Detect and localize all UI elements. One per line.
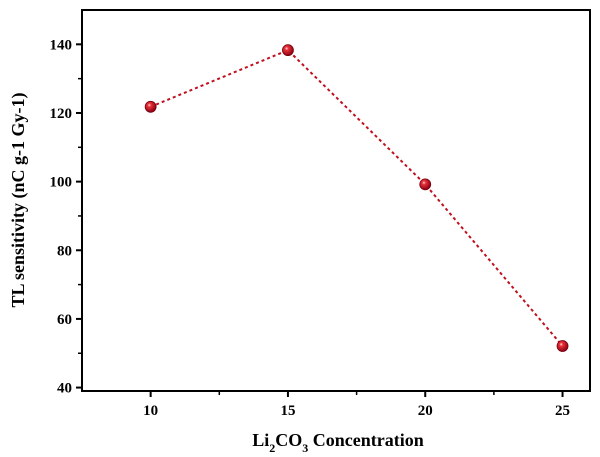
y-tick-label: 140 (50, 37, 73, 53)
plot-frame (81, 9, 591, 392)
y-tick-label: 40 (57, 381, 72, 397)
series-line (150, 48, 564, 347)
y-tick-label: 60 (57, 312, 72, 328)
data-point (282, 44, 294, 57)
x-axis-title-part: CO (275, 430, 302, 450)
x-tick-label: 25 (555, 403, 570, 419)
x-axis-title-subscript: 3 (302, 441, 308, 455)
y-axis-ticks: 40 60 80 100 120 140 (50, 37, 82, 397)
x-axis-title-part: Li (252, 430, 269, 450)
x-tick-label: 20 (418, 403, 433, 419)
x-axis-ticks: 10 15 20 25 (143, 391, 570, 419)
y-axis-title: TL sensitivity (nC g-1 Gy-1) (8, 92, 29, 307)
x-tick-label: 15 (280, 403, 295, 419)
y-tick-label: 100 (50, 175, 73, 191)
data-point (144, 100, 157, 113)
x-axis-title-part: Concentration (308, 430, 424, 450)
series-lines (150, 48, 564, 347)
x-tick-label: 10 (143, 403, 158, 419)
x-axis-title-subscript: 2 (269, 441, 275, 455)
y-tick-label: 120 (50, 106, 73, 122)
x-axis-title: Li2CO3 Concentration (252, 430, 424, 455)
data-point (556, 340, 569, 352)
series-points (144, 44, 569, 352)
data-point (419, 178, 432, 191)
y-tick-label: 80 (57, 243, 72, 259)
